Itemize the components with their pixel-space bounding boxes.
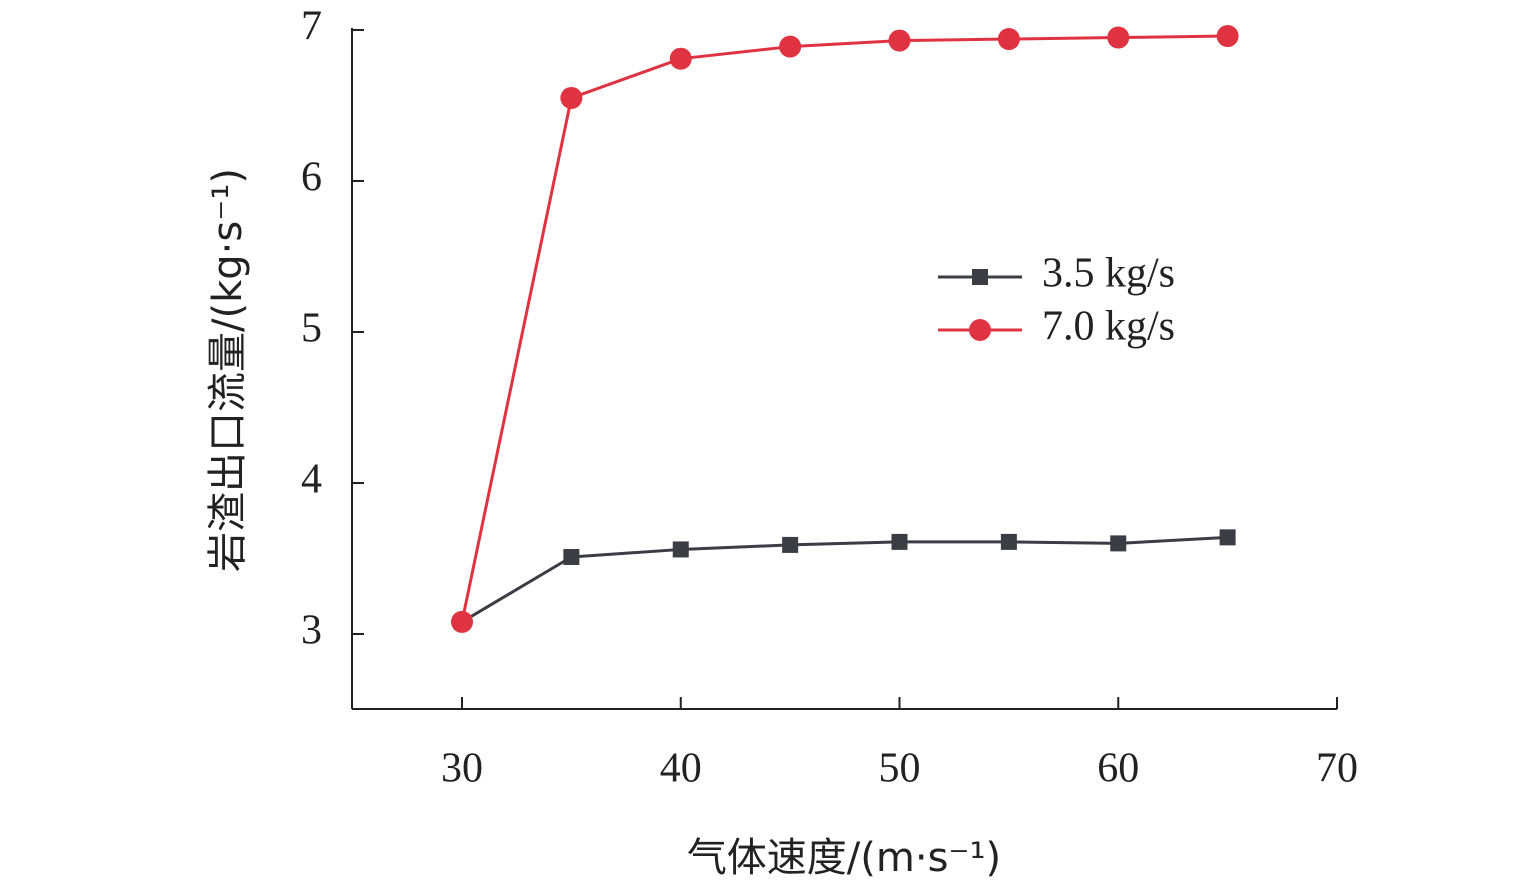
axes: 3 4 5 6 7 30 40 50 60 70 xyxy=(301,4,1358,792)
circle-marker xyxy=(1107,26,1130,49)
y-tick-label: 5 xyxy=(301,306,322,352)
square-marker xyxy=(1000,533,1017,550)
square-marker xyxy=(672,541,689,558)
square-marker xyxy=(1219,529,1236,546)
circle-marker xyxy=(560,86,583,109)
legend-item-3-5: 3.5 kg/s xyxy=(938,251,1175,297)
legend-square-marker xyxy=(972,269,988,285)
x-tick-label: 70 xyxy=(1316,746,1358,792)
series-layer xyxy=(451,25,1239,633)
x-tick-label: 40 xyxy=(660,746,702,792)
x-ticks: 30 40 50 60 70 xyxy=(441,697,1358,792)
series-line-1 xyxy=(460,34,1228,623)
x-axis-title: 气体速度/(m·s⁻¹) xyxy=(687,835,1001,881)
legend-circle-marker xyxy=(969,319,991,341)
series-line-0 xyxy=(461,535,1228,624)
square-marker xyxy=(563,548,580,565)
square-marker xyxy=(782,536,799,553)
circle-marker xyxy=(997,28,1020,51)
y-tick-label: 3 xyxy=(301,608,322,654)
circle-marker xyxy=(779,35,802,58)
y-tick-label: 6 xyxy=(301,155,322,201)
square-marker xyxy=(891,533,908,550)
y-ticks: 3 4 5 6 7 xyxy=(301,4,364,654)
y-tick-label: 4 xyxy=(301,457,322,503)
legend-item-7-0: 7.0 kg/s xyxy=(938,304,1175,350)
circle-marker xyxy=(451,610,473,633)
legend-label-3-5: 3.5 kg/s xyxy=(1042,251,1175,297)
circle-marker xyxy=(888,29,911,52)
legend-label-7-0: 7.0 kg/s xyxy=(1042,304,1175,350)
y-tick-label: 7 xyxy=(301,4,322,50)
square-marker xyxy=(1110,535,1127,552)
legend: 3.5 kg/s 7.0 kg/s xyxy=(938,251,1175,350)
circle-marker xyxy=(669,47,692,70)
circle-marker xyxy=(1216,25,1239,48)
x-tick-label: 50 xyxy=(879,746,921,792)
x-tick-label: 60 xyxy=(1097,746,1139,792)
y-axis-title: 岩渣出口流量/(kg·s⁻¹) xyxy=(205,168,251,572)
x-tick-label: 30 xyxy=(441,746,483,792)
